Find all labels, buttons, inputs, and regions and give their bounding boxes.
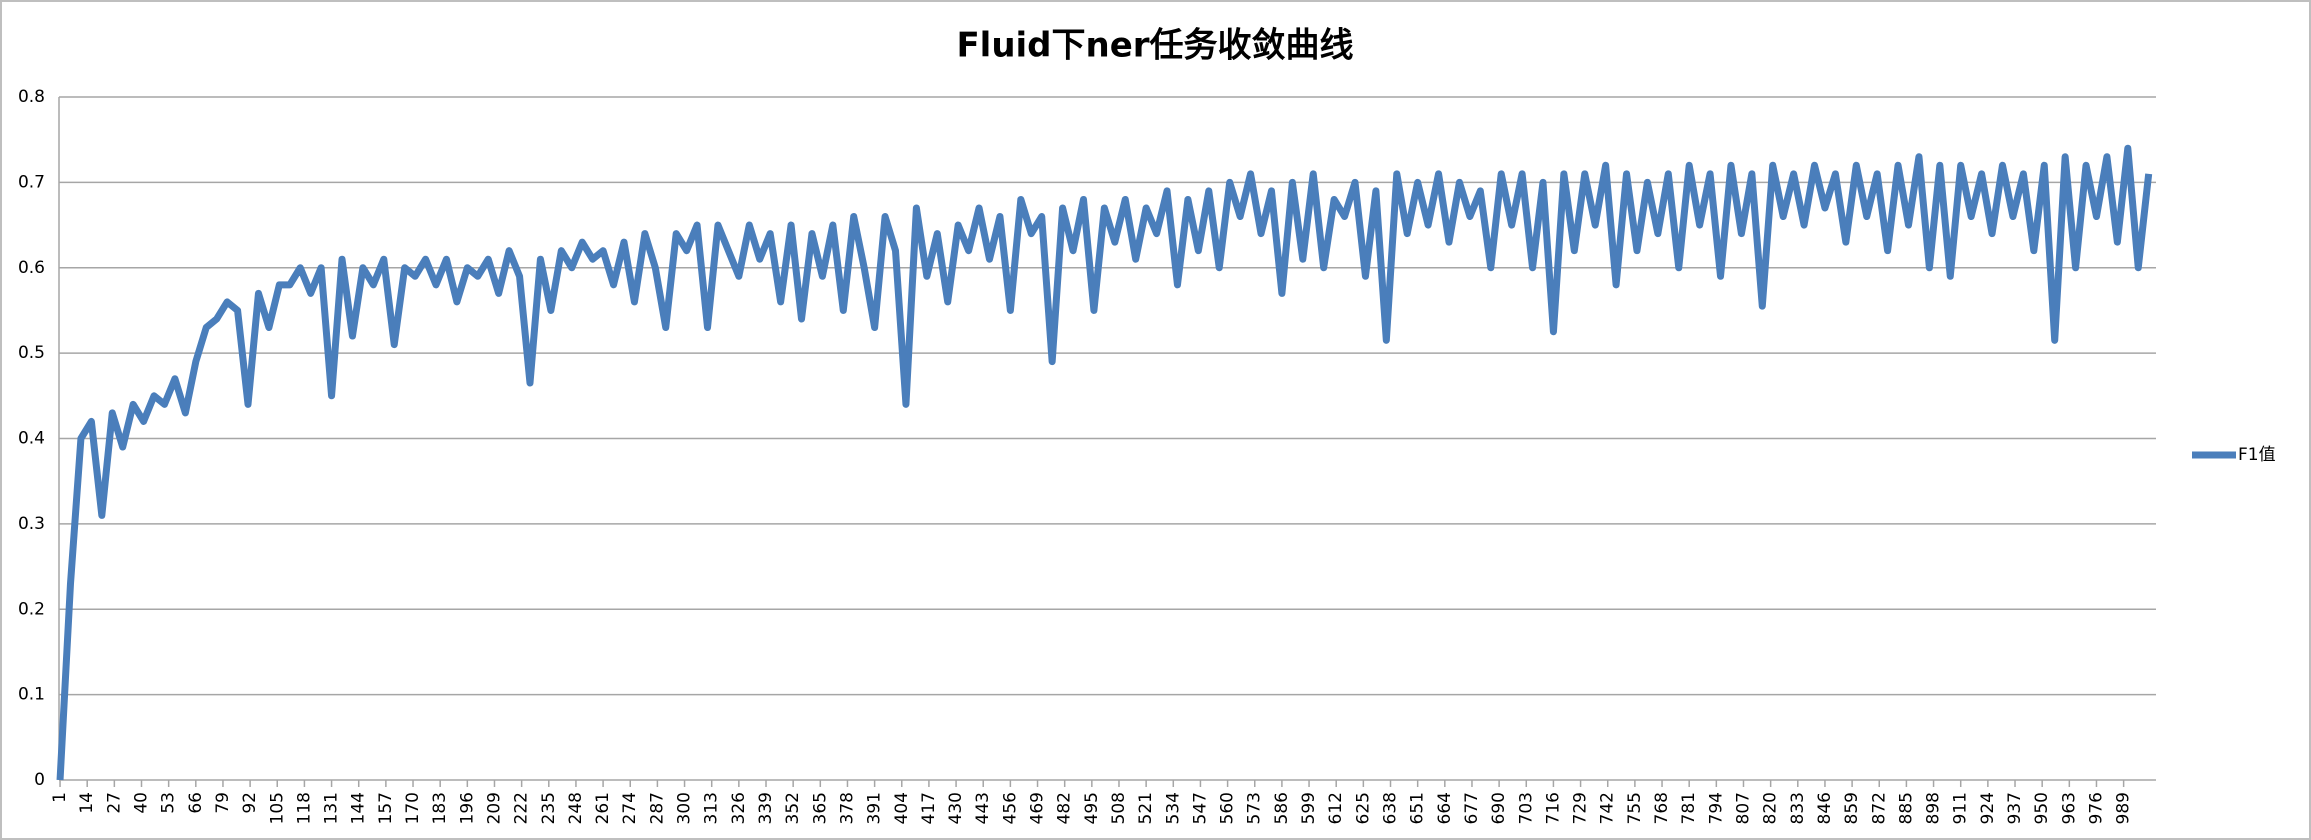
series-line xyxy=(56,144,2153,781)
x-tick-label: 53 xyxy=(159,792,179,814)
x-tick-label: 807 xyxy=(1733,792,1753,824)
y-tick-label: 0.8 xyxy=(18,87,45,107)
x-tick-label: 677 xyxy=(1462,792,1482,824)
x-tick-label: 742 xyxy=(1598,792,1618,824)
x-tick-label: 989 xyxy=(2114,792,2134,824)
x-tick-label: 391 xyxy=(865,792,885,824)
x-tick-label: 950 xyxy=(2032,792,2052,824)
x-tick-label: 716 xyxy=(1543,792,1563,824)
x-tick-label: 794 xyxy=(1706,792,1726,824)
x-tick-label: 963 xyxy=(2059,792,2079,824)
y-tick-label: 0.5 xyxy=(18,343,45,363)
y-tick-label: 0.6 xyxy=(18,258,45,278)
x-tick-label: 547 xyxy=(1190,792,1210,824)
x-tick-label: 339 xyxy=(756,792,776,824)
x-tick-label: 482 xyxy=(1055,792,1075,824)
x-tick-label: 885 xyxy=(1896,792,1916,824)
x-tick-label: 92 xyxy=(240,792,260,814)
x-tick-label: 222 xyxy=(512,792,532,824)
x-tick-label: 976 xyxy=(2086,792,2106,824)
x-tick-label: 14 xyxy=(77,792,97,814)
legend-label: F1值 xyxy=(2238,445,2276,465)
x-tick-label: 638 xyxy=(1381,792,1401,824)
x-tick-label: 872 xyxy=(1869,792,1889,824)
x-tick-label: 105 xyxy=(267,792,287,824)
x-tick-label: 573 xyxy=(1245,792,1265,824)
y-tick-label: 0 xyxy=(34,770,45,790)
x-tick-label: 586 xyxy=(1272,792,1292,824)
x-tick-label: 664 xyxy=(1435,792,1455,824)
x-tick-label: 313 xyxy=(702,792,722,824)
x-tick-label: 911 xyxy=(1951,792,1971,824)
x-tick-label: 261 xyxy=(593,792,613,824)
x-tick-label: 235 xyxy=(539,792,559,824)
chart-title: Fluid下ner任务收敛曲线 xyxy=(956,26,1353,66)
x-tick-label: 209 xyxy=(484,792,504,824)
x-tick-label: 495 xyxy=(1082,792,1102,824)
x-tick-label: 27 xyxy=(104,792,124,814)
x-tick-label: 703 xyxy=(1516,792,1536,824)
x-tick-label: 365 xyxy=(810,792,830,824)
x-tick-label: 924 xyxy=(1978,792,1998,824)
x-tick-label: 157 xyxy=(376,792,396,824)
x-tick-label: 326 xyxy=(729,792,749,824)
x-tick-label: 352 xyxy=(783,792,803,824)
x-tick-label: 729 xyxy=(1571,792,1591,824)
x-tick-label: 144 xyxy=(349,792,369,824)
x-tick-label: 469 xyxy=(1028,792,1048,824)
x-tick-label: 859 xyxy=(1842,792,1862,824)
x-tick-label: 898 xyxy=(1924,792,1944,824)
x-tick-label: 300 xyxy=(675,792,695,824)
x-tick-label: 378 xyxy=(837,792,857,824)
x-tick-label: 118 xyxy=(294,792,314,824)
x-tick-label: 508 xyxy=(1109,792,1129,824)
x-tick-label: 287 xyxy=(647,792,667,824)
x-tick-label: 66 xyxy=(186,792,206,814)
x-tick-label: 274 xyxy=(620,792,640,824)
x-tick-label: 430 xyxy=(946,792,966,824)
x-tick-label: 612 xyxy=(1326,792,1346,824)
x-tick-label: 599 xyxy=(1299,792,1319,824)
x-tick-label: 755 xyxy=(1625,792,1645,824)
x-tick-label: 404 xyxy=(892,792,912,824)
x-tick-label: 131 xyxy=(322,792,342,824)
x-tick-label: 521 xyxy=(1136,792,1156,824)
x-tick-label: 79 xyxy=(213,792,233,814)
x-tick-label: 1 xyxy=(50,792,70,803)
x-tick-label: 937 xyxy=(2005,792,2025,824)
x-tick-label: 625 xyxy=(1353,792,1373,824)
x-tick-label: 456 xyxy=(1000,792,1020,824)
x-tick-label: 651 xyxy=(1408,792,1428,824)
x-tick-label: 248 xyxy=(566,792,586,824)
x-tick-label: 820 xyxy=(1761,792,1781,824)
y-tick-label: 0.1 xyxy=(18,685,45,705)
y-tick-label: 0.3 xyxy=(18,514,45,534)
x-tick-label: 183 xyxy=(430,792,450,824)
x-tick-label: 534 xyxy=(1163,792,1183,824)
y-tick-label: 0.7 xyxy=(18,172,45,192)
x-tick-label: 781 xyxy=(1679,792,1699,824)
x-tick-label: 170 xyxy=(403,792,423,824)
x-tick-label: 40 xyxy=(132,792,152,814)
x-tick-label: 833 xyxy=(1788,792,1808,824)
x-tick-label: 417 xyxy=(919,792,939,824)
x-tick-label: 196 xyxy=(457,792,477,824)
x-tick-label: 443 xyxy=(973,792,993,824)
y-tick-label: 0.2 xyxy=(18,599,45,619)
y-tick-label: 0.4 xyxy=(18,429,45,449)
x-tick-label: 846 xyxy=(1815,792,1835,824)
x-tick-label: 768 xyxy=(1652,792,1672,824)
x-tick-label: 560 xyxy=(1218,792,1238,824)
x-tick-label: 690 xyxy=(1489,792,1509,824)
